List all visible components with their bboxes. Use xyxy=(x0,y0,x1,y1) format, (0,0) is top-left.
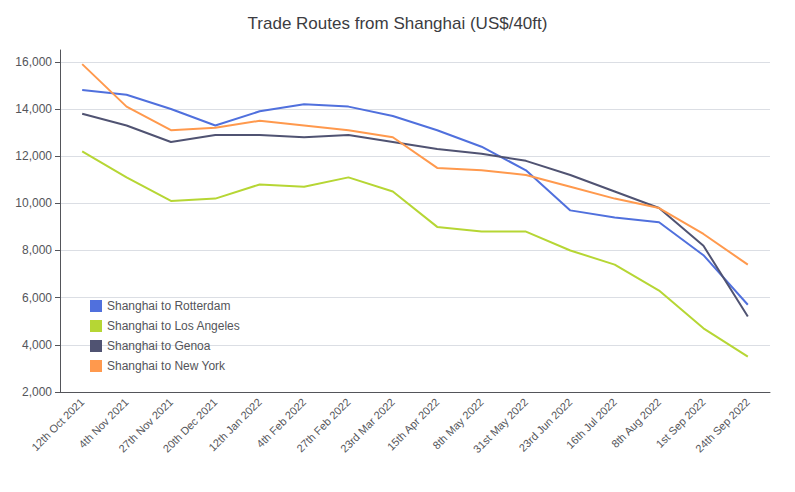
svg-text:1st Sep 2022: 1st Sep 2022 xyxy=(653,395,708,450)
svg-text:14,000: 14,000 xyxy=(15,102,52,116)
svg-text:27th Nov 2021: 27th Nov 2021 xyxy=(116,395,176,455)
svg-text:8th Aug 2022: 8th Aug 2022 xyxy=(609,395,664,450)
svg-text:6,000: 6,000 xyxy=(22,291,52,305)
svg-text:Shanghai to Los Angeles: Shanghai to Los Angeles xyxy=(107,319,240,333)
svg-text:23rd Mar 2022: 23rd Mar 2022 xyxy=(338,395,398,455)
svg-text:20th Dec 2021: 20th Dec 2021 xyxy=(160,395,220,455)
svg-text:24th Sep 2022: 24th Sep 2022 xyxy=(693,396,752,455)
svg-text:Trade Routes from Shanghai (US: Trade Routes from Shanghai (US$/40ft) xyxy=(248,14,548,33)
svg-text:8th May 2022: 8th May 2022 xyxy=(430,395,486,452)
svg-text:4th Nov 2021: 4th Nov 2021 xyxy=(76,395,131,451)
svg-text:12th Oct 2021: 12th Oct 2021 xyxy=(29,395,87,453)
svg-text:16th Jul 2022: 16th Jul 2022 xyxy=(563,395,619,451)
svg-text:8,000: 8,000 xyxy=(22,243,52,257)
svg-text:27th Feb 2022: 27th Feb 2022 xyxy=(294,395,353,455)
svg-text:10,000: 10,000 xyxy=(15,196,52,210)
svg-text:15th Apr 2022: 15th Apr 2022 xyxy=(384,395,442,453)
svg-text:4,000: 4,000 xyxy=(22,338,52,352)
svg-text:2,000: 2,000 xyxy=(22,385,52,399)
svg-text:Shanghai to New York: Shanghai to New York xyxy=(107,359,226,373)
svg-text:Shanghai to Rotterdam: Shanghai to Rotterdam xyxy=(107,299,230,313)
svg-text:23rd Jun 2022: 23rd Jun 2022 xyxy=(516,395,575,454)
svg-text:31st May 2022: 31st May 2022 xyxy=(470,395,531,456)
svg-text:12th Jan 2022: 12th Jan 2022 xyxy=(206,396,264,454)
svg-text:16,000: 16,000 xyxy=(15,55,52,69)
svg-text:Shanghai to Genoa: Shanghai to Genoa xyxy=(107,339,211,353)
svg-text:12,000: 12,000 xyxy=(15,149,52,163)
svg-text:4th Feb 2022: 4th Feb 2022 xyxy=(254,395,309,450)
